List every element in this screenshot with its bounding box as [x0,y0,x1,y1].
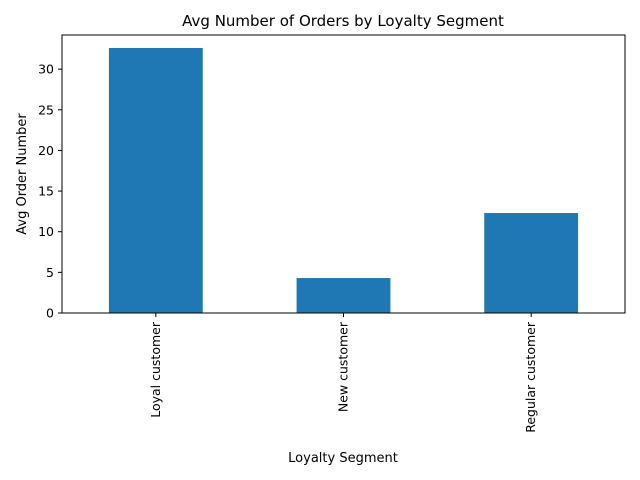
bars-group [108,48,579,313]
bar [108,48,203,313]
x-tick-label: Loyal customer [148,321,163,418]
y-tick-label: 25 [38,102,54,117]
bar [296,278,391,313]
y-axis-ticks: 0 5 10 15 20 25 30 [38,62,62,321]
x-axis-ticks: Loyal customer New customer Regular custom… [148,313,538,433]
x-tick-label: Regular customer [523,321,538,433]
y-tick-label: 10 [38,224,54,239]
x-axis-label: Loyalty Segment [288,451,398,466]
plot-frame [61,34,626,314]
y-tick-label: 30 [38,62,54,77]
y-tick-label: 15 [38,184,54,199]
bar [484,213,579,313]
y-axis-label: Avg Order Number [15,113,30,235]
y-tick-label: 20 [38,143,54,158]
y-tick-label: 0 [46,306,54,321]
y-tick-label: 5 [46,265,54,280]
chart-title: Avg Number of Orders by Loyalty Segment [182,12,504,30]
x-tick-label: New customer [336,321,351,412]
